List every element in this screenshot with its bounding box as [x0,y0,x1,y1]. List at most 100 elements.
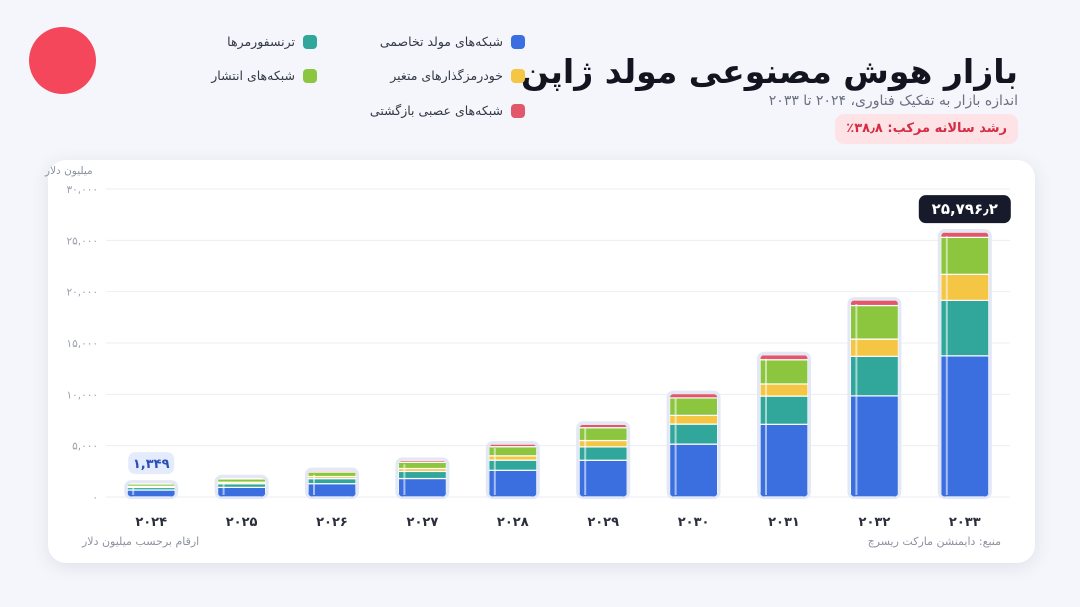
legend-swatch [511,34,525,49]
y-tick-label: ۵,۰۰۰ [72,441,98,453]
legend-item-diffusion: شبکه‌های انتشار [211,68,317,83]
bar-segment [850,304,899,340]
bar-segment [398,460,447,463]
legend-item-gan: شبکه‌های مولد تخاصمی [380,34,525,49]
x-tick-label: ۲۰۲۸ [497,515,529,530]
bar-segment [669,393,718,399]
bar-segment [488,459,537,471]
bar-segment [940,355,989,497]
bar-segment [579,446,628,461]
decorative-circle [29,27,96,94]
bar-segment [940,232,989,238]
source-note: منبع: دایمنشن مارکت ریسرچ [867,535,1001,548]
stacked-bar [579,424,628,498]
footnote-units: ارقام برحسب میلیون دلار [82,535,200,548]
stacked-bar [760,354,808,497]
stacked-bar [127,483,176,498]
bar-segment [579,424,628,429]
legend-item-transformers: ترنسفورمرها [227,34,317,49]
bar-segment [217,477,266,480]
bar-segment [398,461,447,470]
x-tick-label: ۲۰۳۲ [859,515,891,530]
y-tick-label: ۰ [92,492,98,504]
bar-segment [940,236,989,275]
bar-highlight [222,481,225,495]
legend-swatch [511,103,525,118]
legend-label: شبکه‌های انتشار [211,68,295,83]
page-subtitle: اندازه بازار به تفکیک فناوری، ۲۰۲۴ تا ۲۰… [768,93,1018,109]
x-tick-label: ۲۰۲۹ [587,515,619,530]
bar-segment [940,273,989,301]
bar-highlight [132,487,135,495]
bar-segment [940,299,989,357]
bar-segment [217,486,266,497]
bar-segment [850,338,899,357]
x-tick-label: ۲۰۳۳ [949,515,981,530]
data-label-bg [128,452,175,475]
y-tick-label: ۱۵,۰۰۰ [66,338,98,350]
legend-item-vae: خودرمزگذارهای متغیر [390,68,525,83]
x-tick-label: ۲۰۲۴ [135,515,167,530]
bar-segment [669,397,718,416]
y-tick-label: ۲۰,۰۰۰ [66,287,98,299]
bar-segment [579,459,628,498]
bar-segment [398,477,447,497]
data-label-bg [918,195,1011,224]
data-label: ۲۵,۷۹۶٫۲ [932,200,998,218]
legend-swatch [303,68,317,83]
bar-segment [488,444,537,448]
bar-segment [127,483,176,485]
stacked-bar [308,470,356,497]
bar-segment [669,414,718,425]
y-tick-label: ۱۰,۰۰۰ [66,389,98,401]
bar-segment [669,423,718,445]
y-tick-label: ۳۰,۰۰۰ [66,184,98,196]
stacked-bar [488,444,537,498]
bar-segment [308,470,356,473]
legend-label: شبکه‌های مولد تخاصمی [379,34,503,49]
legend-swatch [303,34,317,49]
bar-segment [850,355,899,397]
bar-segment [760,354,808,361]
legend-swatch [511,68,525,83]
bar-segment [579,439,628,448]
bar-highlight [765,358,767,495]
stacked-bar [669,393,718,497]
bar-segment [760,423,808,497]
page-title: بازار هوش مصنوعی مولد ژاپن [520,52,1018,91]
bar-segment [308,483,356,497]
stacked-bar [850,300,899,497]
bar-segment [488,446,537,457]
x-tick-label: ۲۰۳۰ [678,515,710,530]
bar-segment [127,489,176,498]
bar-highlight [674,397,677,495]
bar-segment [398,470,447,480]
chart-card: ۰ ۵,۰۰۰ ۱۰,۰۰۰ ۱۵,۰۰۰ ۲۰,۰۰۰ ۲۵,۰۰۰ ۳۰,۰۰۰ ۲۰۲۴… [45,160,1035,563]
x-tick-label: ۲۰۲۷ [407,515,439,530]
legend-label: شبکه‌های عصبی بازگشتی [369,103,503,118]
bar-highlight [313,474,315,495]
x-tick-label: ۲۰۲۶ [316,515,348,530]
bar-highlight [945,236,948,495]
bar-segment [850,395,899,497]
bar-segment [760,395,808,425]
bar-segment [488,455,537,461]
bar-highlight [493,448,496,495]
bar-segment [308,471,356,478]
bar-segment [579,427,628,442]
legend-label: خودرمزگذارهای متغیر [390,68,503,83]
bar-highlight [403,464,406,495]
bar-segment [308,478,356,485]
bar-segment [850,300,899,307]
stacked-bar [398,460,447,497]
x-tick-label: ۲۰۳۱ [768,515,800,530]
legend-item-rnn: شبکه‌های عصبی بازگشتی [370,103,525,118]
stacked-bar [217,477,266,497]
bar-segment [669,443,718,497]
bar-segment [760,359,808,385]
stacked-bar-chart: ۰ ۵,۰۰۰ ۱۰,۰۰۰ ۱۵,۰۰۰ ۲۰,۰۰۰ ۲۵,۰۰۰ ۳۰,۰۰۰ ۲۰۲۴… [66,184,1011,530]
cagr-badge: رشد سالانه مرکب: ۳۸٫۸٪ [835,114,1018,144]
bar-highlight [584,428,587,495]
data-label: ۱,۳۴۹ [133,457,170,472]
x-tick-label: ۲۰۲۵ [226,515,258,530]
